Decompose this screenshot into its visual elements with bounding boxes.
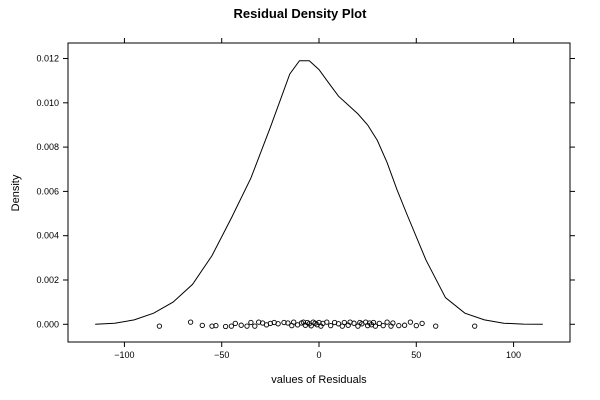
rug-point [341, 319, 347, 326]
rug-point [413, 322, 419, 329]
x-tick-label: 0 [316, 350, 321, 360]
rug-point [396, 322, 402, 329]
x-tick-label: 50 [411, 350, 421, 360]
y-axis-label: Density [10, 174, 22, 211]
rug-point [372, 323, 379, 329]
rug-point [238, 322, 244, 328]
rug-point [285, 320, 291, 326]
rug-point [433, 323, 439, 329]
y-tick-label: 0.010 [36, 98, 59, 108]
chart-title: Residual Density Plot [234, 6, 368, 21]
rug-point [472, 323, 478, 329]
rug-point [384, 319, 390, 325]
rug-point [281, 319, 287, 326]
y-axis: 0.000 0.002 0.004 0.006 0.008 0.010 0.012 [36, 54, 575, 329]
rug-point [324, 319, 330, 325]
x-axis-label: values of Residuals [271, 374, 367, 386]
density-curve [95, 60, 543, 325]
x-tick-label: −50 [214, 350, 229, 360]
rug-point [252, 323, 258, 329]
rug-point [380, 322, 386, 329]
x-axis: −100 −50 0 50 100 [114, 38, 521, 360]
rug-point [209, 323, 215, 329]
y-tick-label: 0.008 [36, 142, 59, 152]
rug-point [335, 321, 342, 327]
rug-point [351, 320, 357, 326]
x-tick-label: −100 [114, 350, 134, 360]
y-tick-label: 0.002 [36, 275, 59, 285]
rug-points-layer [156, 319, 478, 330]
y-tick-label: 0.004 [36, 231, 59, 241]
rug-point [376, 320, 382, 327]
rug-point [213, 322, 219, 329]
rug-point [228, 323, 235, 329]
rug-point [275, 321, 281, 327]
y-tick-label: 0.006 [36, 186, 59, 196]
x-tick-label: 100 [506, 350, 521, 360]
rug-point [199, 322, 205, 329]
rug-point [248, 319, 254, 326]
y-tick-label: 0.000 [36, 319, 59, 329]
rug-point [419, 320, 425, 327]
rug-point [407, 319, 414, 325]
density-curve-layer [95, 60, 543, 325]
rug-point [328, 322, 334, 329]
rug-point [232, 320, 238, 327]
rug-point [291, 319, 297, 325]
y-tick-label: 0.012 [36, 54, 59, 64]
rug-point [222, 323, 229, 330]
plot-frame [67, 42, 571, 343]
rug-point [156, 323, 163, 329]
rug-point [244, 323, 250, 329]
rug-point [401, 322, 408, 328]
rug-point [187, 319, 194, 325]
rug-point [390, 320, 396, 326]
